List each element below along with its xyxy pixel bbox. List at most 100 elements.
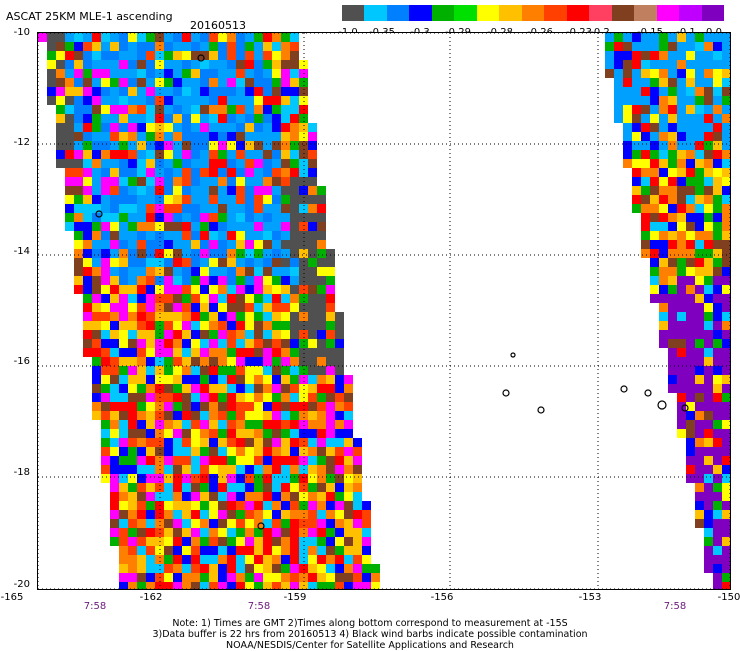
colorbar-swatch — [589, 5, 612, 21]
swath-cell — [254, 582, 263, 589]
swath-cell — [119, 303, 128, 312]
swath-cell — [74, 186, 83, 195]
swath-cell — [263, 402, 272, 411]
swath-cell — [218, 447, 227, 456]
swath-cell — [218, 69, 227, 78]
swath-cell — [200, 231, 209, 240]
swath-cell — [164, 132, 173, 141]
swath-cell — [245, 42, 254, 51]
swath-cell — [74, 51, 83, 60]
swath-cell — [281, 510, 290, 519]
swath-cell — [227, 501, 236, 510]
swath-cell — [659, 60, 668, 69]
swath-cell — [236, 114, 245, 123]
swath-cell — [227, 258, 236, 267]
swath-cell — [686, 303, 695, 312]
colorbar-swatch — [476, 5, 500, 21]
swath-cell — [119, 33, 128, 42]
swath-cell — [695, 150, 704, 159]
swath-cell — [218, 375, 227, 384]
swath-cell — [155, 150, 164, 159]
swath-cell — [281, 348, 290, 357]
swath-cell — [146, 510, 155, 519]
swath-cell — [695, 312, 704, 321]
swath-cell — [272, 402, 281, 411]
swath-cell — [92, 114, 101, 123]
swath-cell — [641, 123, 650, 132]
swath-cell — [146, 348, 155, 357]
swath-cell — [182, 573, 191, 582]
swath-cell — [290, 123, 299, 132]
swath-cell — [218, 78, 227, 87]
swath-cell — [362, 528, 371, 537]
swath-cell — [101, 438, 110, 447]
swath-cell — [155, 384, 164, 393]
swath-cell — [137, 564, 146, 573]
swath-cell — [650, 258, 659, 267]
swath-cell — [641, 69, 650, 78]
swath-cell — [704, 186, 713, 195]
swath-cell — [686, 258, 695, 267]
swath-cell — [308, 150, 317, 159]
swath-cell — [290, 150, 299, 159]
swath-cell — [137, 186, 146, 195]
swath-cell — [641, 42, 650, 51]
swath-cell — [281, 258, 290, 267]
swath-cell — [83, 267, 92, 276]
swath-cell — [110, 150, 119, 159]
swath-cell — [722, 447, 730, 456]
swath-cell — [200, 159, 209, 168]
swath-cell — [227, 510, 236, 519]
swath-cell — [236, 132, 245, 141]
swath-cell — [335, 375, 344, 384]
swath-cell — [317, 321, 326, 330]
swath-cell — [245, 222, 254, 231]
swath-cell — [182, 51, 191, 60]
swath-cell — [92, 249, 101, 258]
swath-cell — [335, 312, 344, 321]
swath-cell — [641, 78, 650, 87]
swath-cell — [254, 240, 263, 249]
swath-cell — [704, 177, 713, 186]
swath-cell — [200, 438, 209, 447]
swath-cell — [641, 150, 650, 159]
swath-cell — [92, 42, 101, 51]
swath-cell — [110, 438, 119, 447]
swath-cell — [686, 69, 695, 78]
swath-cell — [128, 69, 137, 78]
swath-cell — [173, 78, 182, 87]
swath-cell — [272, 564, 281, 573]
swath-cell — [272, 492, 281, 501]
swath-cell — [92, 105, 101, 114]
swath-cell — [254, 285, 263, 294]
swath-cell — [713, 267, 722, 276]
swath-cell — [173, 267, 182, 276]
swath-cell — [362, 555, 371, 564]
swath-cell — [245, 438, 254, 447]
swath-cell — [128, 105, 137, 114]
swath-cell — [83, 123, 92, 132]
swath-cell — [119, 474, 128, 483]
swath-cell — [155, 159, 164, 168]
swath-cell — [209, 573, 218, 582]
swath-cell — [272, 357, 281, 366]
swath-cell — [191, 528, 200, 537]
swath-cell — [281, 375, 290, 384]
swath-cell — [272, 537, 281, 546]
swath-cell — [722, 267, 730, 276]
swath-cell — [281, 492, 290, 501]
swath-cell — [695, 465, 704, 474]
swath-cell — [173, 492, 182, 501]
swath-cell — [704, 474, 713, 483]
swath-cell — [146, 294, 155, 303]
swath-cell — [335, 420, 344, 429]
swath-cell — [182, 132, 191, 141]
swath-cell — [164, 186, 173, 195]
swath-cell — [290, 519, 299, 528]
swath-cell — [236, 447, 245, 456]
swath-cell — [263, 51, 272, 60]
colorbar-swatch — [454, 5, 477, 21]
swath-cell — [173, 510, 182, 519]
swath-cell — [704, 69, 713, 78]
swath-cell — [137, 330, 146, 339]
